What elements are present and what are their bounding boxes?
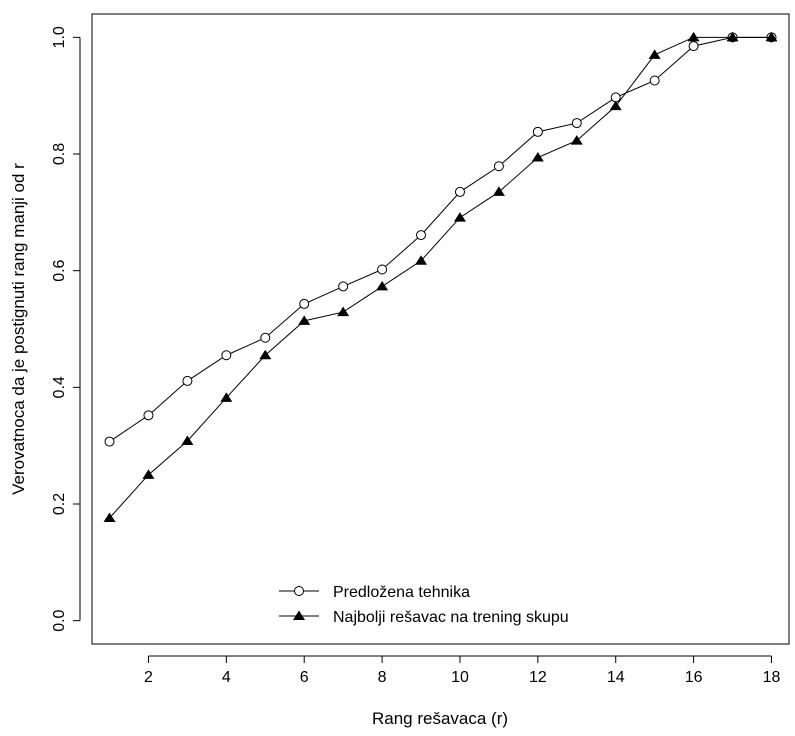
x-tick-label-2: 2: [144, 669, 153, 686]
series-0-point-12: [532, 126, 543, 137]
series-1-point-2: [142, 469, 155, 479]
series-1-point-3: [181, 435, 194, 445]
series-line-1: [109, 36, 772, 519]
series-0-point-13: [571, 118, 582, 129]
legend-marker-1: [293, 610, 305, 620]
series-0-point-8: [377, 264, 388, 275]
x-tick-label-4: 4: [222, 669, 231, 686]
series-1-point-11: [492, 186, 505, 196]
y-tick-label-0.4: 0.4: [51, 376, 68, 398]
y-tick-label-0: 0.0: [51, 609, 68, 631]
legend-item-0: Predložena tehnika: [279, 584, 470, 601]
series-0-point-3: [182, 375, 193, 386]
series-1-point-15: [648, 49, 661, 59]
series-1-point-14: [609, 100, 622, 111]
x-tick-label-8: 8: [378, 669, 387, 686]
series-1-point-18: [765, 31, 778, 42]
series-1-point-10: [453, 212, 466, 222]
x-tick-label-10: 10: [451, 669, 469, 686]
series-0-point-5: [260, 332, 271, 343]
series-0-point-9: [416, 230, 427, 241]
plot-frame: [91, 13, 790, 645]
y-axis-title: Verovatnoca da je postignuti rang manji …: [9, 163, 28, 495]
series-layer: [103, 31, 778, 522]
series-1-point-17: [726, 31, 739, 42]
y-tick-label-0.8: 0.8: [51, 143, 68, 165]
legend-marker-0: [294, 586, 304, 596]
x-tick-label-6: 6: [300, 669, 309, 686]
legend-label-1: Najbolji rešavac na trening skupu: [333, 609, 569, 626]
legend-item-1: Najbolji rešavac na trening skupu: [279, 609, 569, 626]
series-1-point-8: [376, 280, 389, 291]
series-0-point-1: [104, 436, 115, 447]
series-1-point-12: [531, 152, 544, 162]
series-1-point-7: [337, 306, 350, 317]
x-tick-label-16: 16: [685, 669, 703, 686]
series-1-point-16: [687, 31, 700, 42]
y-tick-label-0.2: 0.2: [51, 493, 68, 515]
series-0-point-10: [454, 186, 465, 197]
series-1-point-9: [415, 255, 428, 265]
series-0-point-11: [493, 161, 504, 172]
series-1-point-5: [259, 349, 272, 360]
series-0-point-15: [649, 75, 660, 86]
y-axis: 0.0 0.2 0.4 0.6 0.8 1.0: [51, 26, 81, 632]
legend: Predložena tehnika Najbolji rešavac na t…: [279, 584, 569, 626]
x-axis-title: Rang rešavaca (r): [372, 709, 508, 728]
x-tick-label-12: 12: [529, 669, 547, 686]
x-tick-label-18: 18: [763, 669, 781, 686]
series-0-point-2: [143, 410, 154, 421]
series-line-0: [109, 36, 772, 442]
x-axis: 2 4 6 8 10 12 14 16 18: [144, 655, 781, 686]
y-tick-label-1: 1.0: [51, 26, 68, 48]
series-0-point-4: [221, 350, 232, 361]
series-0-point-14: [610, 92, 621, 103]
series-1-point-4: [220, 392, 233, 402]
x-tick-label-14: 14: [607, 669, 625, 686]
series-1-point-13: [570, 135, 583, 145]
series-0-point-6: [299, 298, 310, 309]
legend-label-0: Predložena tehnika: [333, 584, 470, 601]
y-tick-label-0.6: 0.6: [51, 259, 68, 281]
series-1-point-1: [103, 512, 116, 522]
series-0-point-7: [338, 281, 349, 292]
series-0-point-16: [688, 41, 699, 52]
series-1-point-6: [298, 315, 311, 325]
